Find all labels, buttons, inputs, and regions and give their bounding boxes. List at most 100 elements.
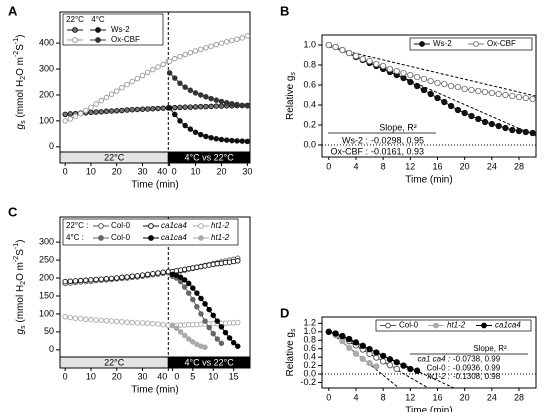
data-point [144,69,151,76]
fit-name: ca1 ca4 : [418,355,450,364]
data-point [226,335,233,341]
y-tick-label: 0.8 [303,59,316,69]
y-axis-title-part: S [15,249,26,256]
legend-marker [72,37,78,43]
data-point [103,94,110,101]
x-tick-label: 12 [405,161,415,171]
data-point [407,78,414,86]
data-point [197,131,204,138]
x-tick-label: 20 [112,371,122,381]
data-point [223,99,230,106]
fit-line [328,46,537,97]
data-point [134,106,141,113]
data-point [113,108,120,114]
data-point [522,94,529,102]
data-point [234,343,241,349]
x-tick-label: 28 [514,161,524,171]
data-point [155,105,161,112]
data-point [185,280,192,287]
data-point [495,122,502,130]
data-point [62,118,68,124]
x-axis-title: Time (min) [131,385,178,396]
legend-heading: 22°C [66,15,84,24]
data-point [150,320,156,327]
data-point [509,92,516,100]
x-tick-label: 10 [86,371,96,381]
data-point [481,118,489,126]
legend-label: ht1-2 [447,321,466,330]
y-tick-label: 200 [39,272,54,282]
data-point [144,271,151,278]
y-axis-title-part: -1 [13,38,20,44]
data-point [202,318,208,324]
data-point [359,55,366,63]
data-point [77,277,84,284]
data-point [213,136,220,142]
data-point [213,97,220,103]
data-point [229,137,235,144]
y-tick-label: 1.2 [303,318,316,328]
x-axis-title: Time (min) [405,175,452,186]
data-point [177,80,183,87]
y-tick-label: 0.8 [303,335,316,345]
data-point [139,72,146,79]
data-point [393,365,400,373]
data-point [129,106,135,113]
x-tick-label: 40 [157,166,167,176]
data-point [134,75,141,82]
data-point [134,320,141,326]
data-point [62,278,68,285]
x-tick-label: 30 [138,371,148,381]
y-axis-title-part: g [15,328,26,334]
y-axis-title-part: -2 [13,256,20,262]
data-point [244,33,251,39]
data-point [352,339,360,346]
x-tick-label: 16 [432,392,442,402]
data-point [139,320,146,326]
data-point [98,317,105,324]
data-point [244,103,251,109]
data-point [218,40,225,46]
data-point [187,87,194,94]
data-point [488,120,495,128]
data-point [441,98,448,106]
data-point [206,306,212,313]
x-axis-title: Time (min) [405,406,452,412]
data-point [427,90,434,98]
y-axis-title-part: (mmol H [15,80,26,121]
data-point [166,105,173,111]
data-point [400,362,407,369]
data-point [413,82,421,90]
data-point [108,108,115,114]
data-point [67,314,74,321]
y-tick-label: 300 [39,237,54,247]
data-point [239,138,245,144]
y-tick-label: 0.6 [303,79,316,89]
y-tick-label: 100 [39,308,54,318]
y-axis-title-part: S [15,44,26,51]
data-point [98,97,105,104]
data-point [197,46,204,53]
data-point [346,335,353,343]
legend-marker [385,322,391,329]
data-point [129,273,135,279]
legend-marker [198,223,204,229]
data-point [177,118,183,124]
data-point [124,274,130,280]
data-point [218,324,225,330]
y-axis-title: Relative gs [285,72,298,120]
data-point [407,365,414,373]
data-point [88,104,94,111]
data-point [113,88,120,94]
y-axis-title-part: (mmol H [15,285,26,326]
data-point [339,46,346,54]
data-point [134,273,141,279]
data-point [359,342,366,349]
data-point [181,332,188,339]
data-point [67,111,74,117]
data-point [468,112,475,120]
data-point [393,67,400,75]
data-point [119,319,125,325]
legend-marker [98,223,104,229]
data-point [83,316,89,323]
